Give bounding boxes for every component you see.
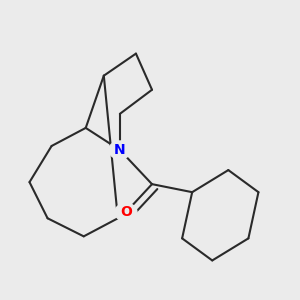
Text: O: O [120,205,132,219]
Ellipse shape [115,203,137,221]
Text: N: N [114,143,126,157]
Ellipse shape [109,141,131,159]
